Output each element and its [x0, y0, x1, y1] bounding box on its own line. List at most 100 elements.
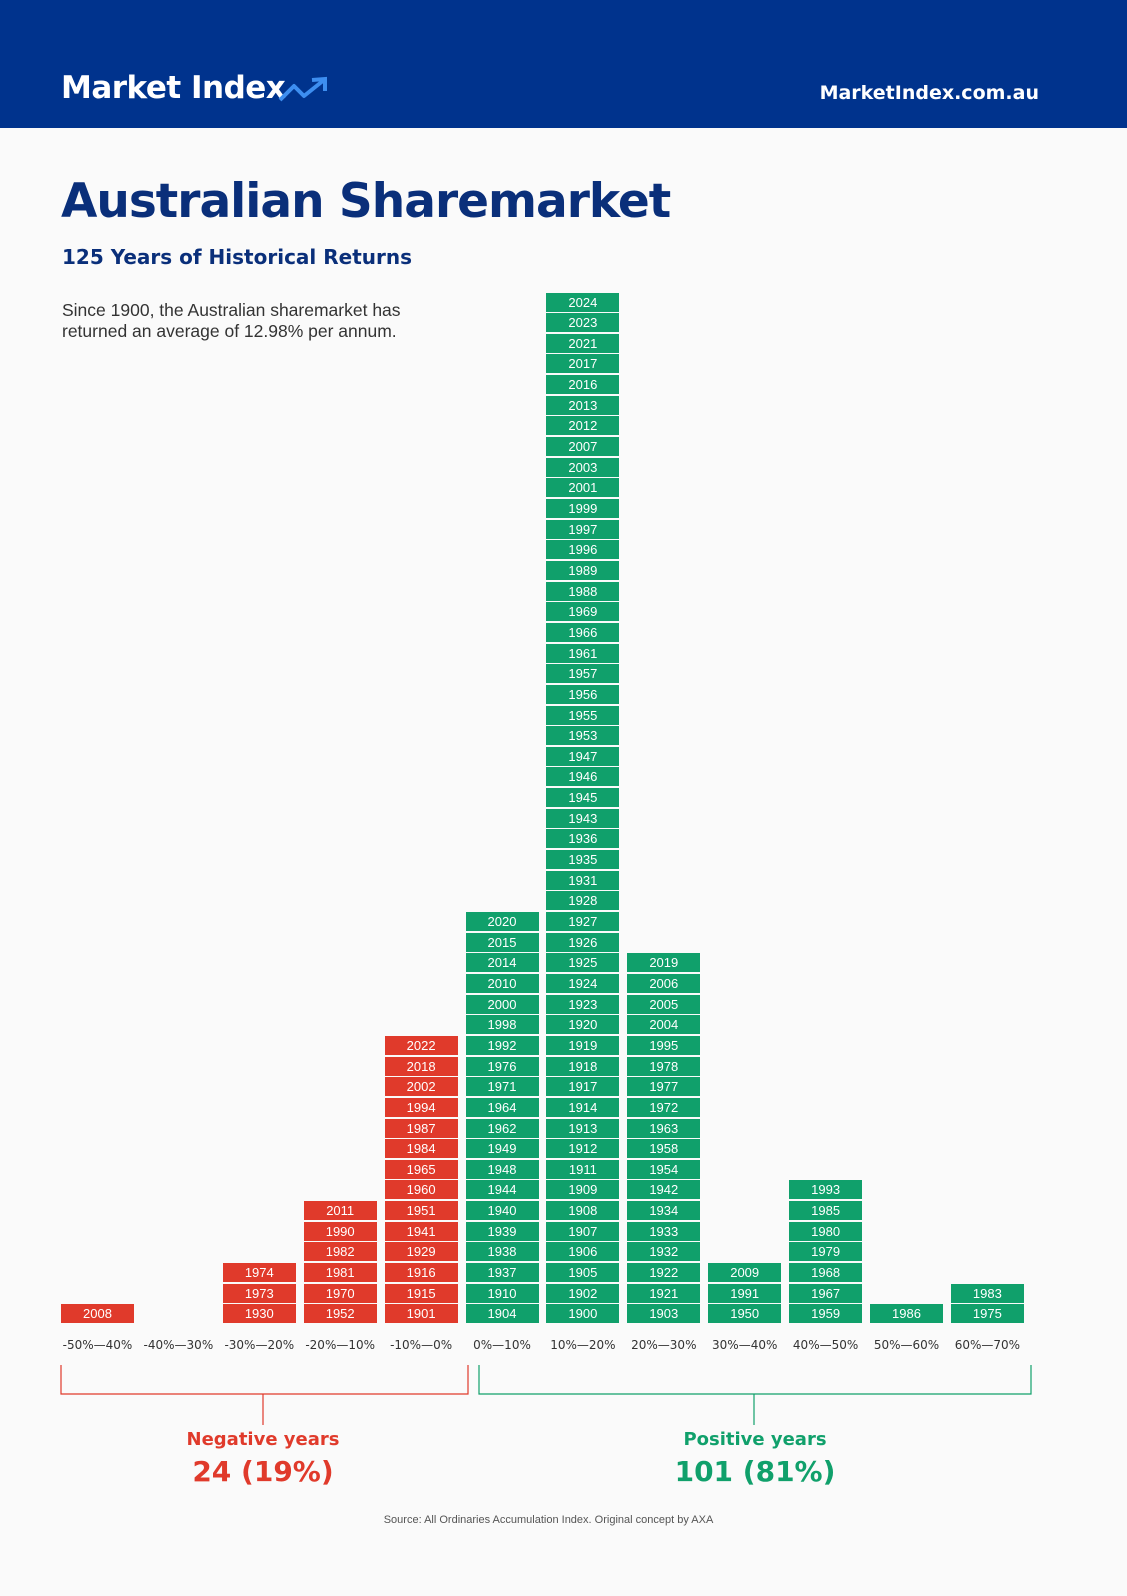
- year-cell: 1946: [546, 767, 620, 787]
- year-cell: 1953: [546, 726, 620, 746]
- year-cell: 1988: [546, 581, 620, 601]
- logo-icon: [278, 76, 327, 102]
- year-cell: 1982: [303, 1242, 377, 1262]
- year-cell: 1968: [789, 1263, 863, 1283]
- bin-label: 50%—60%: [873, 1338, 940, 1352]
- year-cell: 2008: [61, 1304, 134, 1324]
- site-url[interactable]: MarketIndex.com.au: [819, 82, 1039, 104]
- year-cell: 1937: [465, 1263, 539, 1283]
- positive-label: Positive years: [683, 1429, 827, 1450]
- year-cell: 1983: [950, 1283, 1024, 1303]
- year-cell: 2005: [627, 994, 701, 1014]
- year-cell: 1916: [384, 1263, 458, 1283]
- year-cell: 2000: [465, 994, 539, 1014]
- bin-label: 20%—30%: [631, 1338, 697, 1352]
- year-cell: 2006: [627, 973, 701, 993]
- year-cell: 1985: [789, 1201, 863, 1221]
- year-cell: 1906: [546, 1242, 620, 1262]
- year-cell: 1964: [465, 1097, 539, 1117]
- year-cell: 1976: [465, 1056, 539, 1076]
- year-cell: 2007: [546, 437, 620, 457]
- year-cell: 1913: [546, 1118, 620, 1138]
- year-cell: 2001: [546, 478, 620, 498]
- year-cell: 1969: [546, 602, 620, 622]
- year-cell: 1910: [465, 1283, 539, 1303]
- year-cell: 2019: [627, 953, 701, 973]
- year-cell: 1912: [546, 1139, 620, 1159]
- negative-value: 24 (19%): [192, 1455, 334, 1488]
- year-cell: 1930: [222, 1304, 296, 1324]
- year-cell: 1921: [627, 1283, 701, 1303]
- year-cell: 2022: [384, 1035, 458, 1055]
- bin-label: -30%—20%: [224, 1338, 295, 1352]
- year-cell: 1995: [627, 1035, 701, 1055]
- bin-label: -10%—0%: [390, 1338, 453, 1352]
- title: Australian Sharemarket: [61, 174, 671, 229]
- bin-label: 30%—40%: [712, 1338, 778, 1352]
- year-cell: 1991: [708, 1283, 782, 1303]
- positive-value: 101 (81%): [674, 1455, 836, 1488]
- year-cell: 1935: [546, 850, 620, 870]
- year-cell: 1904: [465, 1304, 539, 1324]
- year-cell: 1960: [384, 1180, 458, 1200]
- year-cell: 1907: [546, 1221, 620, 1241]
- year-cell: 1979: [789, 1242, 863, 1262]
- year-cell: 1933: [627, 1221, 701, 1241]
- bin-label: 60%—70%: [954, 1338, 1021, 1352]
- year-cell: 1926: [546, 932, 620, 952]
- year-cell: 1947: [546, 746, 620, 766]
- year-cell: 2002: [384, 1077, 458, 1097]
- year-cell: 2013: [546, 395, 620, 415]
- year-cell: 1962: [465, 1118, 539, 1138]
- year-cell: 1975: [950, 1304, 1024, 1324]
- year-cell: 1961: [546, 643, 620, 663]
- year-cell: 1965: [384, 1159, 458, 1179]
- year-cell: 1963: [627, 1118, 701, 1138]
- bracket: [478, 1365, 1032, 1395]
- year-cell: 2003: [546, 457, 620, 477]
- year-cell: 1909: [546, 1180, 620, 1200]
- year-cell: 1911: [546, 1159, 620, 1179]
- year-cell: 2017: [546, 354, 620, 374]
- year-cell: 2020: [465, 912, 539, 931]
- year-cell: 1954: [627, 1159, 701, 1179]
- year-cell: 1980: [789, 1221, 863, 1241]
- year-cell: 1951: [384, 1201, 458, 1221]
- year-cell: 1936: [546, 829, 620, 849]
- bin-label: 10%—20%: [550, 1338, 616, 1352]
- year-cell: 1940: [465, 1201, 539, 1221]
- year-cell: 1925: [546, 953, 620, 973]
- source: Source: All Ordinaries Accumulation Inde…: [383, 1514, 714, 1526]
- year-cell: 2011: [303, 1201, 377, 1221]
- year-cell: 1917: [546, 1077, 620, 1097]
- bin-label: 0%—10%: [473, 1338, 531, 1352]
- year-cell: 1919: [546, 1035, 620, 1055]
- year-cell: 1998: [465, 1015, 539, 1035]
- year-cell: 1932: [627, 1242, 701, 1262]
- year-cell: 2024: [546, 292, 620, 312]
- year-cell: 1900: [546, 1304, 620, 1324]
- year-cell: 1941: [384, 1221, 458, 1241]
- year-cell: 1981: [303, 1263, 377, 1283]
- year-cell: 1928: [546, 891, 620, 911]
- year-cell: 1931: [546, 870, 620, 890]
- year-cell: 2018: [384, 1056, 458, 1076]
- year-cell: 1973: [222, 1283, 296, 1303]
- year-cell: 1989: [546, 560, 620, 580]
- subtitle: 125 Years of Historical Returns: [62, 245, 413, 269]
- year-cell: 1986: [870, 1304, 943, 1324]
- year-cell: 1966: [546, 622, 620, 642]
- year-cell: 1920: [546, 1015, 620, 1035]
- year-cell: 1922: [627, 1263, 701, 1283]
- year-cell: 1994: [384, 1097, 458, 1117]
- year-cell: 1929: [384, 1242, 458, 1262]
- year-cell: 1993: [789, 1180, 863, 1200]
- year-cell: 1984: [384, 1139, 458, 1159]
- year-cell: 1959: [789, 1304, 863, 1324]
- year-cell: 1970: [303, 1283, 377, 1303]
- year-cell: 1971: [465, 1077, 539, 1097]
- year-cell: 1924: [546, 973, 620, 993]
- bin-label: -20%—10%: [305, 1338, 376, 1352]
- year-cell: 1934: [627, 1201, 701, 1221]
